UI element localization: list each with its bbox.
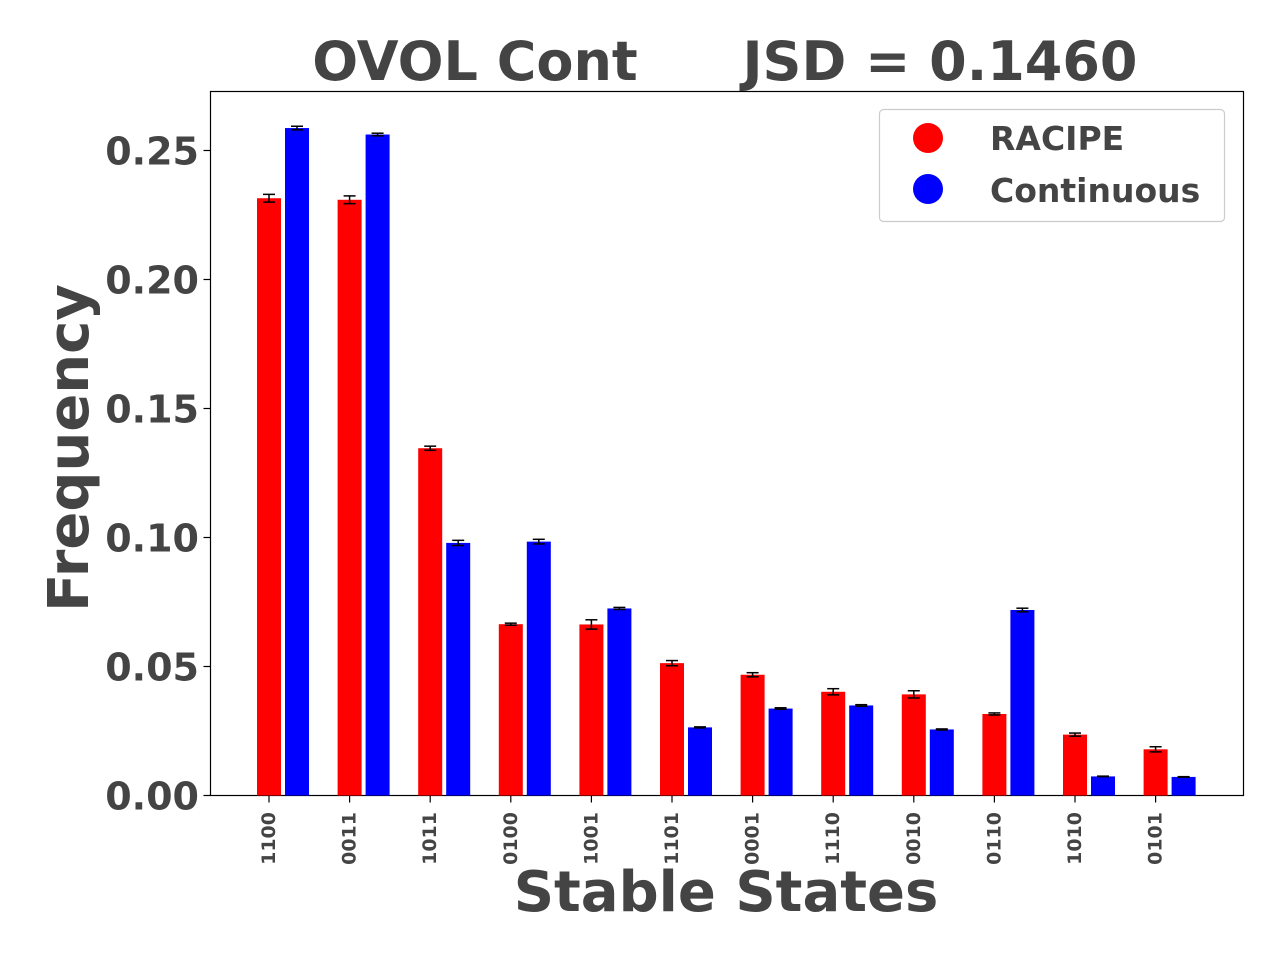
x-tick-label: 0011 (339, 812, 361, 865)
bar-racipe-1011 (418, 448, 443, 796)
legend-label-racipe: RACIPE (990, 119, 1124, 158)
bar-racipe-1100 (257, 198, 281, 796)
x-tick-label: 0010 (903, 812, 925, 865)
x-tick-label: 1101 (661, 812, 683, 865)
bar-racipe-0011 (337, 199, 362, 796)
bar-racipe-0101 (1143, 749, 1168, 796)
x-tick-label: 0001 (742, 812, 764, 865)
legend-label-continuous: Continuous (990, 171, 1200, 210)
bar-continuous-1101 (688, 727, 712, 796)
bar-racipe-0001 (740, 674, 765, 796)
x-tick-label: 1110 (822, 812, 844, 865)
bar-continuous-0010 (929, 729, 954, 796)
legend-marker-racipe (913, 123, 943, 153)
bar-racipe-0110 (982, 713, 1007, 796)
plot-area (209, 90, 1245, 797)
bar-racipe-1010 (1063, 734, 1087, 796)
bar-continuous-1100 (285, 128, 309, 796)
bar-continuous-0101 (1171, 776, 1196, 796)
y-tick-label: 0.20 (105, 259, 199, 303)
x-tick-label: 0101 (1145, 812, 1167, 865)
bar-racipe-1110 (821, 691, 846, 796)
bar-continuous-1010 (1091, 776, 1115, 796)
bar-racipe-0100 (498, 624, 523, 796)
y-axis-label: Frequency (37, 284, 102, 612)
bar-racipe-1101 (660, 663, 684, 796)
y-tick-label: 0.05 (105, 646, 199, 690)
y-tick-label: 0.25 (105, 130, 199, 174)
bar-continuous-1011 (446, 542, 471, 796)
x-axis-ticks: 1100 0011 1011 0100 1001 1101 0001 1110 0010 0110… (258, 795, 1167, 865)
bar-continuous-1110 (849, 705, 874, 796)
x-axis-label: Stable States (514, 860, 939, 925)
y-tick-label: 0.10 (105, 517, 199, 561)
y-tick-label: 0.15 (105, 388, 199, 432)
bar-continuous-0001 (768, 708, 793, 796)
x-tick-label: 1010 (1064, 812, 1086, 865)
bar-continuous-0110 (1010, 609, 1035, 796)
bar-racipe-0010 (901, 694, 926, 796)
y-axis-ticks: 0.00 0.05 0.10 0.15 0.20 0.25 (105, 130, 211, 819)
bar-continuous-0100 (526, 541, 551, 796)
x-tick-label: 0100 (500, 812, 522, 865)
bars-group (257, 125, 1196, 796)
x-tick-label: 1100 (258, 812, 280, 865)
x-tick-label: 1001 (580, 812, 602, 865)
x-tick-label: 1011 (419, 812, 441, 865)
legend-box (878, 108, 1226, 223)
x-tick-label: 0110 (983, 812, 1005, 865)
bar-continuous-0011 (365, 134, 390, 796)
legend: RACIPE Continuous (878, 108, 1226, 223)
y-tick-label: 0.00 (105, 775, 199, 819)
legend-marker-continuous (913, 174, 943, 204)
bar-continuous-1001 (607, 608, 632, 796)
chart-title-left: OVOL Cont (312, 30, 637, 93)
bar-racipe-1001 (579, 624, 604, 796)
chart-title-right: JSD = 0.1460 (738, 30, 1137, 93)
